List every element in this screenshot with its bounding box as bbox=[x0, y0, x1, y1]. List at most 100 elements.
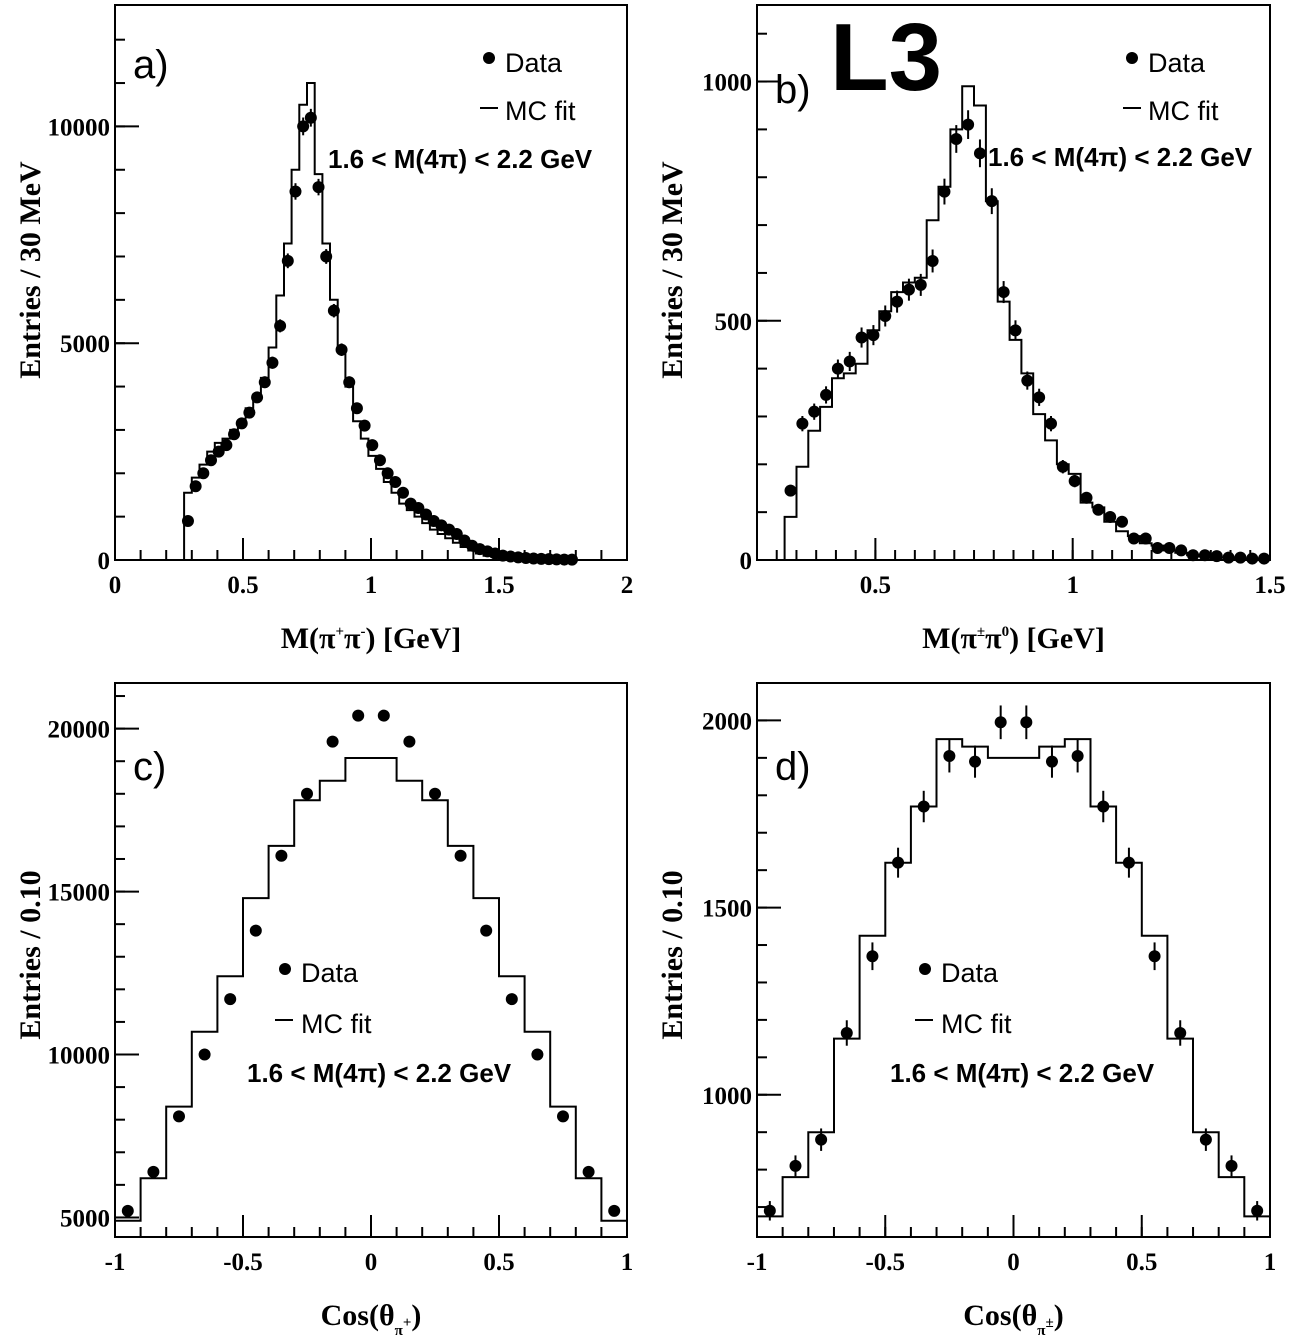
y-axis-title: Entries / 30 MeV bbox=[656, 161, 689, 379]
data-point bbox=[274, 319, 287, 333]
data-point bbox=[377, 709, 390, 722]
x-tick-label: 1 bbox=[1264, 1249, 1277, 1276]
legend-mc-label: MC fit bbox=[301, 1009, 372, 1039]
y-tick-label: 5000 bbox=[60, 331, 110, 358]
data-point bbox=[454, 849, 467, 862]
data-point bbox=[189, 480, 202, 493]
data-point bbox=[181, 514, 194, 527]
data-marker bbox=[1127, 532, 1140, 545]
data-point bbox=[381, 467, 394, 480]
data-marker bbox=[228, 428, 241, 441]
data-marker bbox=[855, 331, 868, 344]
data-marker bbox=[1148, 950, 1161, 963]
data-marker bbox=[950, 132, 963, 145]
legend: Data MC fit bbox=[480, 48, 576, 126]
data-marker bbox=[197, 467, 210, 480]
data-point bbox=[789, 1155, 802, 1177]
data-point bbox=[763, 1201, 776, 1221]
data-point bbox=[480, 924, 493, 937]
data-marker bbox=[1071, 749, 1084, 762]
data-point bbox=[1258, 552, 1271, 565]
data-point bbox=[902, 278, 915, 301]
experiment-logo: L3 bbox=[830, 4, 942, 111]
data-marker bbox=[1092, 503, 1105, 516]
data-point bbox=[1116, 515, 1129, 528]
panel-label: b) bbox=[775, 68, 811, 112]
legend-data-marker bbox=[483, 52, 495, 64]
legend-data-label: Data bbox=[505, 48, 563, 78]
data-point bbox=[1044, 415, 1057, 432]
data-marker bbox=[1020, 716, 1033, 729]
data-marker bbox=[350, 402, 363, 415]
data-marker bbox=[189, 480, 202, 493]
data-point bbox=[891, 290, 904, 313]
data-marker bbox=[198, 1048, 211, 1061]
data-marker bbox=[565, 553, 578, 566]
data-point bbox=[297, 117, 310, 136]
data-marker bbox=[1056, 460, 1069, 473]
data-marker bbox=[531, 1048, 544, 1061]
data-marker bbox=[582, 1165, 595, 1178]
data-point bbox=[335, 343, 348, 356]
data-point bbox=[275, 849, 288, 862]
data-marker bbox=[312, 181, 325, 194]
x-tick-label: 0.5 bbox=[1126, 1249, 1157, 1276]
data-marker bbox=[994, 716, 1007, 729]
mc-fit-histogram bbox=[757, 738, 1270, 1218]
data-marker bbox=[304, 111, 317, 124]
y-axis-title: Entries / 0.10 bbox=[14, 870, 47, 1039]
data-marker bbox=[1199, 1133, 1212, 1146]
legend-mc-label: MC fit bbox=[1148, 96, 1219, 126]
data-marker bbox=[879, 309, 892, 322]
data-point bbox=[784, 484, 797, 497]
data-point bbox=[1020, 705, 1033, 740]
data-marker bbox=[973, 147, 986, 160]
y-axis-title: Entries / 0.10 bbox=[656, 870, 689, 1039]
data-marker bbox=[1021, 374, 1034, 387]
data-marker bbox=[1033, 391, 1046, 404]
x-tick-label: 1 bbox=[621, 1249, 634, 1276]
x-tick-label: 1.5 bbox=[483, 572, 514, 599]
data-marker bbox=[505, 993, 518, 1006]
data-point bbox=[938, 178, 951, 205]
y-tick-label: 500 bbox=[715, 309, 753, 336]
data-point bbox=[1199, 1128, 1212, 1151]
data-marker bbox=[796, 417, 809, 430]
data-point bbox=[1246, 552, 1259, 565]
y-tick-label: 15000 bbox=[48, 880, 111, 907]
cut-annotation: 1.6 < M(4π) < 2.2 GeV bbox=[247, 1058, 512, 1088]
data-point bbox=[198, 1048, 211, 1061]
data-point bbox=[1104, 510, 1117, 523]
data-point bbox=[220, 439, 233, 452]
data-marker bbox=[352, 709, 365, 722]
y-tick-label: 10000 bbox=[48, 114, 111, 141]
panel-label: c) bbox=[133, 745, 166, 789]
data-point bbox=[582, 1165, 595, 1178]
panel-label: d) bbox=[775, 745, 811, 789]
data-point bbox=[147, 1165, 160, 1178]
data-point bbox=[1080, 491, 1093, 504]
x-tick-label: 2 bbox=[621, 572, 634, 599]
data-point bbox=[962, 110, 975, 139]
data-point bbox=[197, 467, 210, 480]
legend: Data MC fit bbox=[275, 958, 372, 1039]
data-point bbox=[866, 942, 879, 971]
data-point bbox=[840, 1020, 853, 1046]
data-point bbox=[1092, 503, 1105, 516]
data-point bbox=[358, 419, 371, 432]
data-marker bbox=[249, 924, 262, 937]
data-point bbox=[366, 439, 379, 452]
data-point bbox=[1222, 551, 1235, 564]
data-point bbox=[820, 386, 833, 404]
data-marker bbox=[220, 439, 233, 452]
data-point bbox=[243, 406, 256, 419]
legend: Data MC fit bbox=[915, 958, 1012, 1039]
y-tick-label: 5000 bbox=[60, 1205, 110, 1232]
data-point bbox=[320, 249, 333, 264]
data-point bbox=[397, 486, 409, 499]
data-point bbox=[1068, 474, 1081, 488]
data-marker bbox=[326, 735, 339, 748]
data-marker bbox=[962, 118, 975, 131]
data-point bbox=[608, 1204, 621, 1217]
